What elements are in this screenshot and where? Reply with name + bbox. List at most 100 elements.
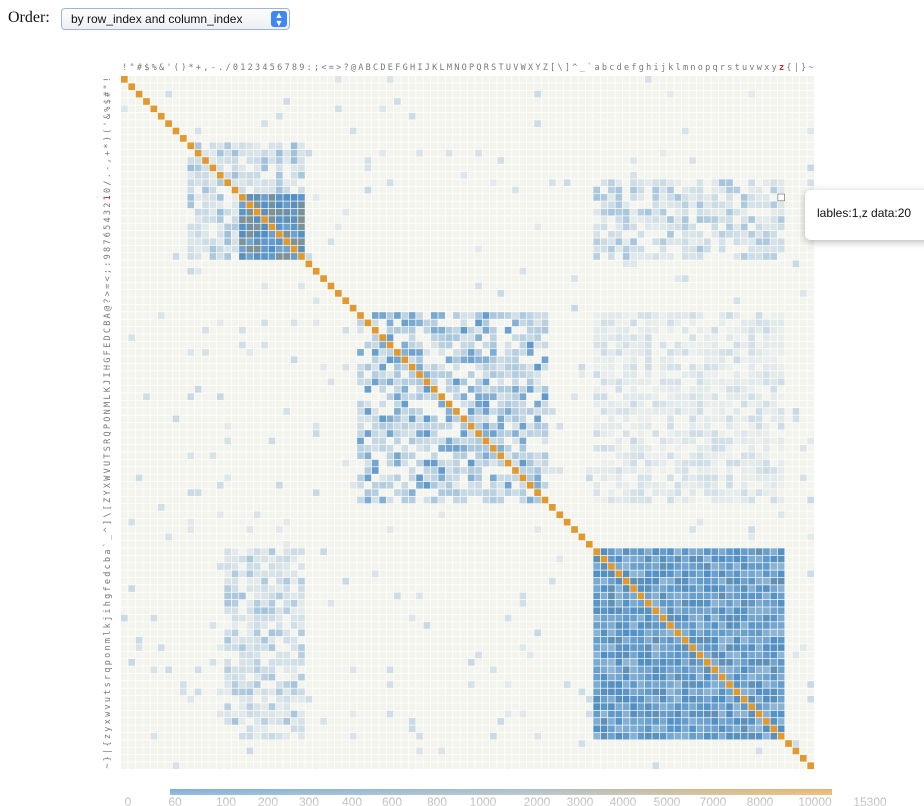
matrix-cell[interactable]	[681, 356, 689, 364]
matrix-cell[interactable]	[637, 371, 645, 378]
matrix-cell[interactable]	[349, 422, 357, 430]
matrix-cell[interactable]	[711, 76, 719, 83]
matrix-cell[interactable]	[689, 223, 696, 231]
matrix-cell[interactable]	[430, 452, 438, 460]
matrix-cell[interactable]	[600, 142, 608, 150]
matrix-cell[interactable]	[408, 238, 416, 246]
matrix-cell[interactable]	[549, 98, 556, 105]
matrix-cell[interactable]	[180, 297, 187, 305]
matrix-cell[interactable]	[121, 385, 128, 393]
matrix-cell[interactable]	[600, 385, 608, 393]
matrix-cell[interactable]	[578, 445, 586, 452]
matrix-cell[interactable]	[364, 238, 372, 246]
matrix-cell[interactable]	[578, 349, 586, 356]
matrix-cell[interactable]	[667, 157, 674, 164]
matrix-cell[interactable]	[231, 76, 239, 83]
matrix-cell[interactable]	[216, 408, 224, 415]
matrix-cell[interactable]	[239, 135, 246, 142]
matrix-cell[interactable]	[593, 267, 600, 275]
matrix-cell[interactable]	[659, 445, 667, 452]
matrix-cell[interactable]	[460, 149, 468, 157]
matrix-cell[interactable]	[571, 341, 578, 349]
matrix-cell[interactable]	[290, 194, 298, 201]
matrix-cell[interactable]	[563, 363, 571, 371]
matrix-cell[interactable]	[519, 445, 527, 452]
matrix-cell[interactable]	[652, 326, 660, 334]
matrix-cell[interactable]	[652, 319, 660, 327]
matrix-cell[interactable]	[541, 341, 549, 349]
matrix-cell[interactable]	[379, 304, 386, 312]
matrix-cell[interactable]	[785, 120, 792, 127]
order-select[interactable]: by row_index and column_index ▲ ▼	[61, 8, 290, 30]
matrix-cell[interactable]	[689, 201, 696, 209]
matrix-cell[interactable]	[659, 135, 667, 142]
matrix-cell[interactable]	[335, 245, 342, 253]
matrix-cell[interactable]	[268, 290, 276, 297]
matrix-cell[interactable]	[512, 445, 519, 452]
matrix-cell[interactable]	[644, 371, 652, 378]
matrix-cell[interactable]	[630, 230, 637, 238]
matrix-cell[interactable]	[704, 415, 711, 423]
matrix-cell[interactable]	[667, 408, 674, 415]
matrix-cell[interactable]	[357, 135, 364, 142]
matrix-cell[interactable]	[755, 157, 763, 164]
matrix-cell[interactable]	[371, 230, 379, 238]
matrix-cell[interactable]	[239, 83, 246, 91]
matrix-cell[interactable]	[571, 312, 578, 319]
matrix-cell[interactable]	[408, 223, 416, 231]
matrix-cell[interactable]	[430, 120, 438, 127]
matrix-cell[interactable]	[165, 83, 172, 91]
matrix-cell[interactable]	[379, 459, 386, 467]
matrix-cell[interactable]	[165, 356, 172, 364]
matrix-cell[interactable]	[674, 179, 682, 186]
matrix-cell[interactable]	[578, 98, 586, 105]
matrix-cell[interactable]	[135, 297, 143, 305]
matrix-cell[interactable]	[733, 356, 741, 364]
matrix-cell[interactable]	[239, 312, 246, 319]
matrix-cell[interactable]	[128, 179, 136, 186]
matrix-cell[interactable]	[231, 312, 239, 319]
matrix-cell[interactable]	[165, 297, 172, 305]
matrix-cell[interactable]	[275, 319, 283, 327]
matrix-cell[interactable]	[320, 112, 327, 120]
matrix-cell[interactable]	[667, 385, 674, 393]
matrix-cell[interactable]	[549, 445, 556, 452]
matrix-cell[interactable]	[438, 363, 446, 371]
matrix-cell[interactable]	[312, 267, 320, 275]
matrix-cell[interactable]	[689, 400, 696, 408]
matrix-cell[interactable]	[408, 326, 416, 334]
matrix-cell[interactable]	[652, 127, 660, 135]
matrix-cell[interactable]	[298, 452, 305, 460]
matrix-cell[interactable]	[792, 208, 800, 216]
matrix-cell[interactable]	[608, 319, 615, 327]
matrix-cell[interactable]	[615, 245, 623, 253]
matrix-cell[interactable]	[239, 157, 246, 164]
matrix-cell[interactable]	[239, 378, 246, 386]
matrix-cell[interactable]	[475, 230, 482, 238]
matrix-cell[interactable]	[504, 304, 512, 312]
matrix-cell[interactable]	[615, 371, 623, 378]
matrix-cell[interactable]	[394, 334, 401, 341]
matrix-cell[interactable]	[165, 171, 172, 179]
matrix-cell[interactable]	[283, 400, 291, 408]
matrix-cell[interactable]	[394, 201, 401, 209]
matrix-cell[interactable]	[807, 157, 815, 164]
matrix-cell[interactable]	[615, 171, 623, 179]
matrix-cell[interactable]	[733, 245, 741, 253]
matrix-cell[interactable]	[652, 171, 660, 179]
matrix-cell[interactable]	[394, 149, 401, 157]
matrix-cell[interactable]	[408, 245, 416, 253]
matrix-cell[interactable]	[335, 76, 342, 83]
matrix-cell[interactable]	[121, 230, 128, 238]
matrix-cell[interactable]	[748, 415, 755, 423]
matrix-cell[interactable]	[482, 312, 490, 319]
matrix-cell[interactable]	[209, 112, 217, 120]
matrix-cell[interactable]	[593, 149, 600, 157]
matrix-cell[interactable]	[275, 312, 283, 319]
matrix-cell[interactable]	[364, 179, 372, 186]
matrix-cell[interactable]	[150, 437, 158, 445]
matrix-cell[interactable]	[408, 452, 416, 460]
matrix-cell[interactable]	[430, 208, 438, 216]
matrix-cell[interactable]	[785, 230, 792, 238]
matrix-cell[interactable]	[305, 275, 313, 282]
